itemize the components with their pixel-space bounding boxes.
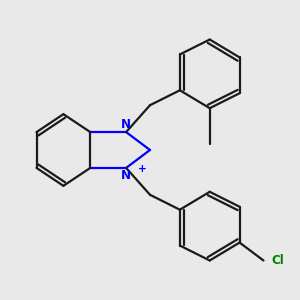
Text: N: N: [121, 118, 131, 131]
Text: N: N: [121, 169, 131, 182]
Text: +: +: [138, 164, 147, 174]
Text: Cl: Cl: [271, 254, 284, 267]
